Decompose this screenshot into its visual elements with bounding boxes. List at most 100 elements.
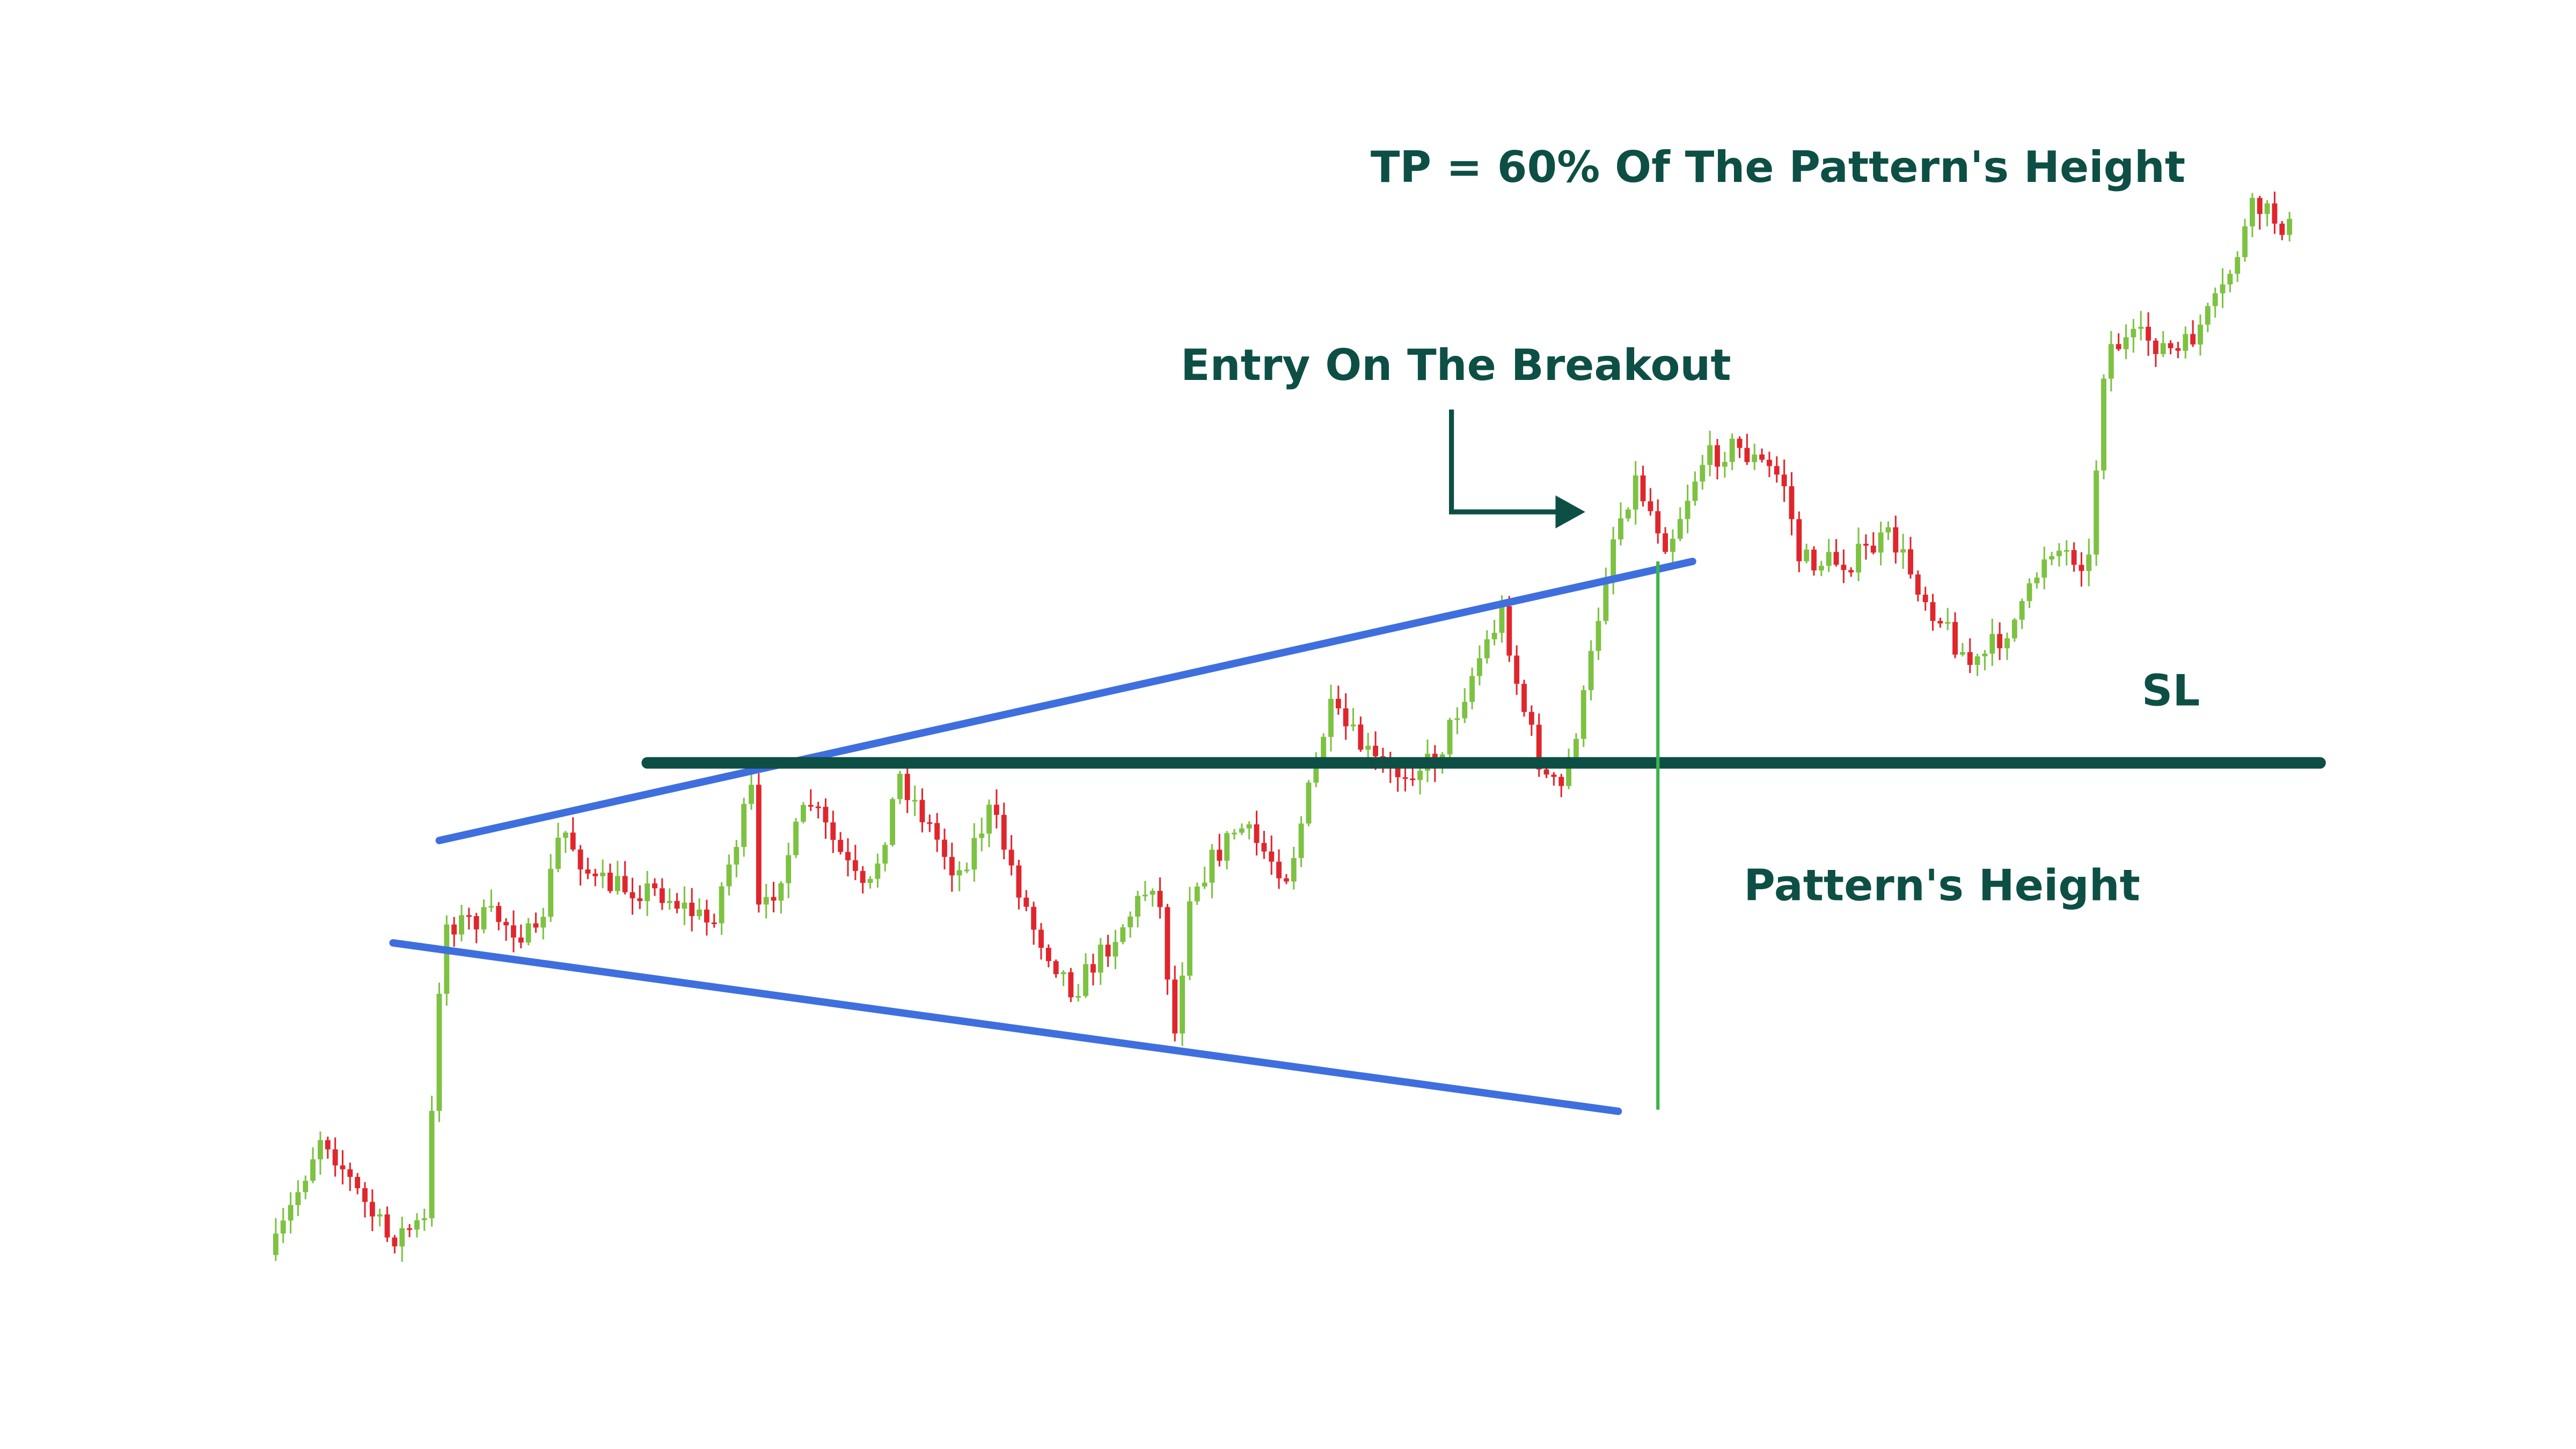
candle-body xyxy=(585,869,591,874)
candle-body xyxy=(1960,652,1965,655)
candle-body xyxy=(942,839,947,857)
candle-body xyxy=(1165,907,1170,980)
stop-loss-label: SL xyxy=(2142,665,2200,715)
candle-body xyxy=(719,886,724,924)
candle-body xyxy=(2168,343,2174,348)
candle-body xyxy=(1506,606,1512,656)
candle-body xyxy=(1841,565,1847,570)
candle-body xyxy=(407,1228,412,1230)
candle-body xyxy=(852,860,858,871)
candle-body xyxy=(1276,861,1282,879)
candle-body xyxy=(904,773,910,800)
candle-body xyxy=(1358,724,1364,750)
candle-body xyxy=(1655,511,1661,533)
candle-body xyxy=(622,876,628,892)
candle-body xyxy=(1833,552,1839,565)
candle-body xyxy=(2086,554,2092,571)
candle-body xyxy=(1625,509,1631,518)
candle-body xyxy=(1744,448,1750,463)
candle-body xyxy=(1908,549,1913,575)
candle-body xyxy=(421,1218,427,1220)
candle-body xyxy=(1885,527,1891,533)
candle-body xyxy=(674,901,680,909)
candle-body xyxy=(630,892,635,898)
candle-body xyxy=(756,785,762,905)
candle-body xyxy=(295,1192,301,1205)
candle-body xyxy=(652,883,657,889)
candle-body xyxy=(503,921,509,926)
candle-body xyxy=(555,837,561,869)
candle-body xyxy=(1752,454,1758,463)
candle-body xyxy=(1499,606,1505,633)
candle-body xyxy=(1863,544,1869,546)
candle-body xyxy=(2049,556,2054,560)
candle-body xyxy=(1261,843,1267,852)
candle-body xyxy=(1202,882,1208,887)
candle-body xyxy=(1618,518,1623,540)
candle-body xyxy=(1558,777,1564,786)
candle-body xyxy=(1350,724,1356,727)
candle-body xyxy=(592,873,598,876)
candle-body xyxy=(436,993,442,1111)
candle-body xyxy=(2190,334,2196,345)
candle-body xyxy=(838,839,844,852)
candle-body xyxy=(377,1214,383,1217)
candle-body xyxy=(1633,475,1638,510)
candle-body xyxy=(1328,699,1334,737)
candle-body xyxy=(310,1159,316,1181)
take-profit-label: TP = 60% Of The Pattern's Height xyxy=(1371,142,2185,192)
candle-body xyxy=(801,804,806,822)
candle-body xyxy=(1217,850,1223,861)
candle-body xyxy=(1068,972,1074,998)
candle-body xyxy=(2101,378,2106,471)
candle-body xyxy=(1365,745,1371,750)
candle-body xyxy=(273,1233,279,1255)
candle-body xyxy=(570,832,576,850)
candle-body xyxy=(1640,475,1646,502)
candle-body xyxy=(2205,306,2211,325)
candle-body xyxy=(429,1110,435,1219)
candle-body xyxy=(2063,550,2069,552)
candle-body xyxy=(1410,778,1416,780)
candle-body xyxy=(1722,462,1728,467)
candle-body xyxy=(2287,218,2293,235)
candle-body xyxy=(1900,549,1906,553)
candle-body xyxy=(934,823,940,840)
candle-body xyxy=(1796,519,1802,561)
candle-body xyxy=(1848,570,1854,573)
entry-arrowhead xyxy=(1555,495,1585,529)
candle-body xyxy=(362,1188,368,1202)
candle-body xyxy=(830,822,836,840)
candle-body xyxy=(1588,650,1594,690)
candle-body xyxy=(1120,927,1126,942)
candle-body xyxy=(994,804,999,815)
candle-body xyxy=(1521,684,1527,712)
candle-body xyxy=(1031,906,1037,930)
candle-body xyxy=(1826,552,1832,566)
candle-body xyxy=(1982,653,1988,656)
candle-body xyxy=(845,852,851,860)
candle-body xyxy=(778,883,784,901)
candle-body xyxy=(1566,757,1571,786)
candle-body xyxy=(1937,620,1943,624)
candle-body xyxy=(1447,720,1453,755)
candle-body xyxy=(1922,595,1928,603)
candle-body xyxy=(1045,948,1051,961)
candle-body xyxy=(1454,718,1460,720)
candle-body xyxy=(1729,438,1735,462)
candle-body xyxy=(392,1237,398,1247)
candle-body xyxy=(1677,519,1683,539)
candle-body xyxy=(771,897,777,901)
candle-body xyxy=(1172,979,1178,1034)
candle-body xyxy=(1596,621,1601,651)
candle-body xyxy=(875,863,881,879)
candle-body xyxy=(1685,501,1690,519)
candle-body xyxy=(1952,622,1958,655)
candle-body xyxy=(1692,481,1698,501)
candle-body xyxy=(2071,550,2077,565)
candle-body xyxy=(2250,197,2255,226)
candle-body xyxy=(1462,701,1468,719)
candle-body xyxy=(823,807,829,823)
candle-body xyxy=(949,857,955,876)
candle-body xyxy=(1603,579,1609,621)
